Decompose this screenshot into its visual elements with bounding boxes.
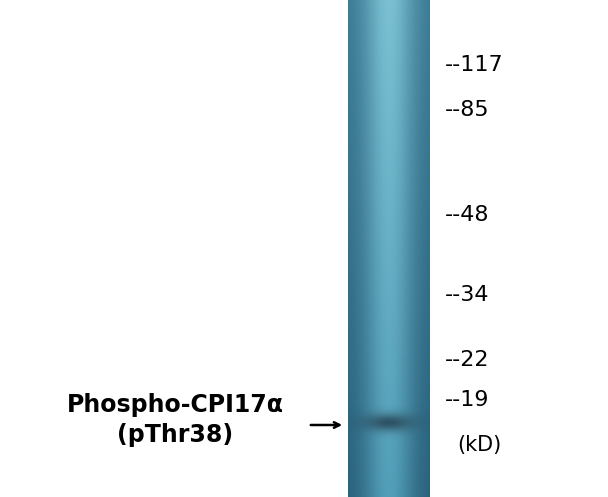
- Text: Phospho-CPI17α: Phospho-CPI17α: [66, 393, 283, 417]
- Text: --117: --117: [445, 55, 503, 75]
- Text: (pThr38): (pThr38): [117, 423, 233, 447]
- Text: --34: --34: [445, 285, 489, 305]
- Text: --19: --19: [445, 390, 489, 410]
- Text: --48: --48: [445, 205, 489, 225]
- Text: --85: --85: [445, 100, 489, 120]
- Text: (kD): (kD): [457, 435, 501, 455]
- Text: --22: --22: [445, 350, 489, 370]
